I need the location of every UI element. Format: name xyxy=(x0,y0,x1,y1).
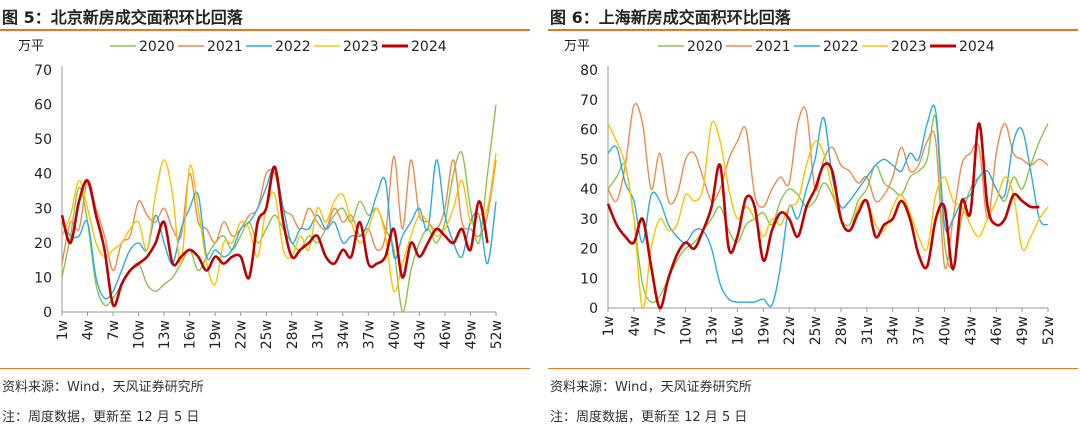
chart-title: 图 5：北京新房成交面积环比回落 xyxy=(2,8,243,27)
x-tick-label: 10w xyxy=(679,316,695,345)
y-tick-label: 70 xyxy=(34,63,52,79)
legend-label-2024: 2024 xyxy=(959,39,995,55)
x-tick-label: 31w xyxy=(310,320,326,349)
footer-rule xyxy=(0,368,530,369)
x-tick-label: 37w xyxy=(912,316,928,345)
series-line-2024 xyxy=(60,165,489,308)
series-line-2023 xyxy=(607,120,1049,309)
x-tick-label: 4w xyxy=(81,320,97,340)
y-tick-label: 30 xyxy=(34,201,52,217)
series-line-2020 xyxy=(61,104,497,313)
legend-label-2020: 2020 xyxy=(139,39,175,55)
x-tick-label: 16w xyxy=(183,320,199,349)
x-tick-label: 1w xyxy=(601,316,617,336)
x-tick-label: 19w xyxy=(208,320,224,349)
x-tick-label: 10w xyxy=(132,320,148,349)
legend-label-2021: 2021 xyxy=(755,39,791,55)
y-tick-label: 40 xyxy=(580,182,598,198)
series-line-2021 xyxy=(61,155,497,272)
legend-label-2024: 2024 xyxy=(411,39,447,55)
x-tick-label: 28w xyxy=(285,320,301,349)
y-tick-label: 20 xyxy=(34,236,52,252)
y-tick-label: 40 xyxy=(34,167,52,183)
y-tick-label: 60 xyxy=(580,123,598,139)
y-tick-label: 70 xyxy=(580,93,598,109)
legend-label-2023: 2023 xyxy=(891,39,927,55)
footer-rule xyxy=(548,368,1078,369)
x-tick-label: 52w xyxy=(1041,316,1057,345)
chart-panel-beijing: 图 5：北京新房成交面积环比回落 万平 0 10 20 30 40 50 60 70 1w 4w 7w… xyxy=(0,0,530,426)
chart-title: 图 6：上海新房成交面积环比回落 xyxy=(550,8,791,27)
source-note: 资料来源：Wind，天风证券研究所 xyxy=(2,380,204,395)
legend-label-2021: 2021 xyxy=(207,39,243,55)
y-tick-label: 30 xyxy=(580,212,598,228)
x-tick-label: 22w xyxy=(782,316,798,345)
x-tick-label: 43w xyxy=(963,316,979,345)
y-tick-label: 10 xyxy=(34,270,52,286)
x-tick-label: 49w xyxy=(463,320,479,349)
y-tick-label: 10 xyxy=(580,271,598,287)
series-line-2024 xyxy=(606,122,1040,310)
title-rule xyxy=(0,29,530,31)
y-axis-unit: 万平 xyxy=(18,39,44,54)
y-tick-label: 0 xyxy=(589,301,598,317)
x-tick-label: 19w xyxy=(756,316,772,345)
x-tick-label: 22w xyxy=(234,320,250,349)
x-tick-label: 25w xyxy=(259,320,275,349)
comment-note: 注：周度数据，更新至 12 月 5 日 xyxy=(550,410,748,425)
y-axis-unit: 万平 xyxy=(564,39,590,54)
x-tick-label: 1w xyxy=(55,320,71,340)
x-tick-label: 40w xyxy=(937,316,953,345)
x-tick-label: 7w xyxy=(106,320,122,340)
comment-note: 注：周度数据，更新至 12 月 5 日 xyxy=(2,410,200,425)
x-tick-label: 7w xyxy=(653,316,669,336)
y-tick-label: 20 xyxy=(580,242,598,258)
x-tick-label: 43w xyxy=(412,320,428,349)
x-tick-label: 37w xyxy=(361,320,377,349)
title-rule xyxy=(548,29,1078,31)
x-tick-label: 52w xyxy=(489,320,505,349)
source-note: 资料来源：Wind，天风证券研究所 xyxy=(550,380,752,395)
x-tick-label: 28w xyxy=(834,316,850,345)
legend-label-2023: 2023 xyxy=(343,39,379,55)
chart-svg-shanghai: 万平 0 10 20 30 40 50 60 70 80 1w 4w 7w 10w 13w 16w 19w 22w… xyxy=(564,39,1057,345)
chart-svg-beijing: 万平 0 10 20 30 40 50 60 70 1w 4w 7w 10w 13w 16w 19w 22w 25… xyxy=(18,39,505,349)
x-tick-label: 25w xyxy=(808,316,824,345)
y-tick-label: 60 xyxy=(34,98,52,114)
y-tick-label: 80 xyxy=(580,63,598,79)
x-tick-label: 46w xyxy=(989,316,1005,345)
y-tick-label: 50 xyxy=(34,132,52,148)
x-tick-label: 34w xyxy=(886,316,902,345)
x-tick-label: 16w xyxy=(730,316,746,345)
x-tick-label: 34w xyxy=(336,320,352,349)
y-tick-label: 0 xyxy=(43,305,52,321)
legend-label-2022: 2022 xyxy=(823,39,859,55)
y-tick-label: 50 xyxy=(580,152,598,168)
x-tick-label: 31w xyxy=(860,316,876,345)
x-tick-label: 4w xyxy=(627,316,643,336)
x-tick-label: 13w xyxy=(705,316,721,345)
x-tick-label: 49w xyxy=(1015,316,1031,345)
x-tick-label: 40w xyxy=(387,320,403,349)
x-tick-label: 46w xyxy=(438,320,454,349)
legend-label-2022: 2022 xyxy=(275,39,311,55)
series-line-2023 xyxy=(61,152,497,293)
x-tick-label: 13w xyxy=(157,320,173,349)
chart-panel-shanghai: 图 6：上海新房成交面积环比回落 万平 0 10 20 30 40 50 60 70 80 1w 4w… xyxy=(548,0,1078,426)
legend-label-2020: 2020 xyxy=(687,39,723,55)
